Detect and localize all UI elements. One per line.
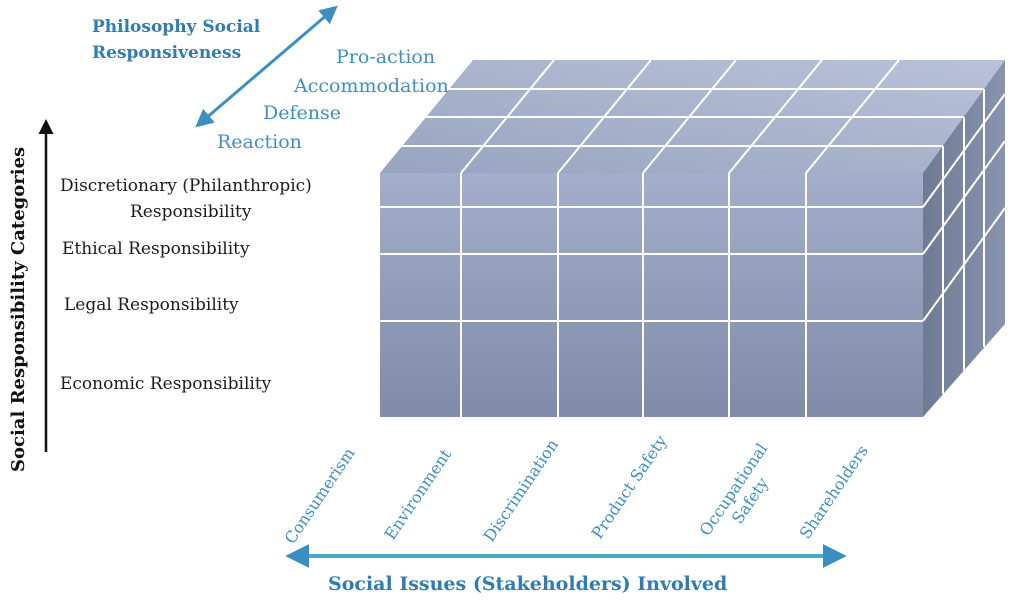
categories-axis-title: Social Responsibility Categories xyxy=(8,147,29,472)
side-grid xyxy=(922,89,1006,394)
level-defense: Defense xyxy=(263,102,341,124)
issue-environment: Environment xyxy=(381,445,456,543)
issue-consumerism: Consumerism xyxy=(281,444,359,547)
category-ethical: Ethical Responsibility xyxy=(62,239,250,259)
level-accommodation: Accommodation xyxy=(293,75,449,97)
issue-shareholders: Shareholders xyxy=(796,442,872,543)
issues-axis-title: Social Issues (Stakeholders) Involved xyxy=(328,573,727,595)
philosophy-title-line-2: Responsiveness xyxy=(92,43,241,63)
philosophy-title: Philosophy Social Responsiveness xyxy=(92,17,266,63)
category-economic: Economic Responsibility xyxy=(60,374,272,394)
level-pro-action: Pro-action xyxy=(336,46,435,68)
front-grid xyxy=(380,173,923,417)
category-discretionary-line-2: Responsibility xyxy=(130,202,252,222)
level-reaction: Reaction xyxy=(217,131,302,153)
top-grid xyxy=(400,59,984,174)
category-discretionary: Discretionary (Philanthropic) Responsibi… xyxy=(60,176,317,222)
responsiveness-arrow xyxy=(195,5,338,128)
issue-discrimination: Discrimination xyxy=(480,436,563,546)
cube xyxy=(380,59,1006,417)
issue-occupational-safety: Occupational Safety xyxy=(696,435,791,550)
cube-front-face xyxy=(380,173,923,417)
issue-product-safety: Product Safety xyxy=(588,432,671,542)
category-legal: Legal Responsibility xyxy=(64,295,239,315)
category-discretionary-line-1: Discretionary (Philanthropic) xyxy=(60,176,312,196)
philosophy-title-line-1: Philosophy Social xyxy=(92,17,261,37)
